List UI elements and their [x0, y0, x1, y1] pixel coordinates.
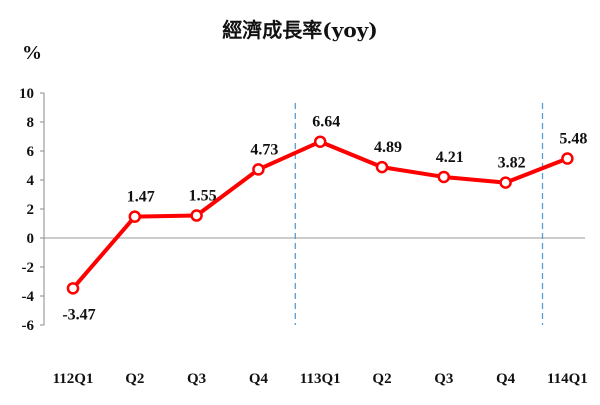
y-tick-label: 4	[27, 173, 35, 189]
data-point	[437, 170, 451, 184]
x-tick-label: Q2	[372, 371, 391, 387]
y-axis-unit: %	[22, 42, 42, 64]
x-tick-label: Q4	[496, 371, 516, 387]
data-point	[561, 152, 574, 165]
data-point	[499, 176, 512, 189]
x-tick-label: Q4	[249, 371, 269, 387]
x-tick-label: 113Q1	[300, 371, 341, 387]
x-tick-label: Q3	[434, 371, 453, 387]
y-tick-label: -4	[22, 289, 35, 305]
data-label: 1.55	[189, 188, 217, 205]
y-tick-label: 10	[19, 86, 34, 102]
data-point	[313, 135, 327, 148]
y-tick-label: -2	[22, 260, 35, 276]
data-point	[66, 282, 80, 295]
y-tick-label: 8	[27, 115, 35, 131]
data-point	[128, 210, 142, 223]
x-tick-label: 114Q1	[547, 371, 588, 387]
data-label: 4.21	[436, 149, 464, 166]
series-line	[71, 139, 569, 290]
y-tick-label: 2	[27, 202, 35, 218]
x-tick-label: Q2	[125, 371, 144, 387]
data-label: 5.48	[559, 131, 587, 148]
y-tick-label: 6	[27, 144, 35, 160]
data-label: -3.47	[62, 306, 95, 323]
y-tick-label: 0	[27, 231, 35, 247]
x-tick-label: Q3	[187, 371, 206, 387]
x-tick-label: 112Q1	[53, 371, 94, 387]
data-label: 4.89	[374, 139, 402, 156]
data-point	[190, 209, 203, 222]
chart-title: 經濟成長率(yoy)	[222, 18, 378, 42]
data-label: 1.47	[127, 189, 155, 206]
y-tick-label: -6	[22, 318, 35, 334]
data-point	[375, 160, 389, 174]
data-label: 6.64	[312, 114, 340, 131]
data-label: 4.73	[250, 141, 278, 158]
data-label: 3.82	[498, 155, 526, 172]
data-point	[252, 163, 265, 176]
